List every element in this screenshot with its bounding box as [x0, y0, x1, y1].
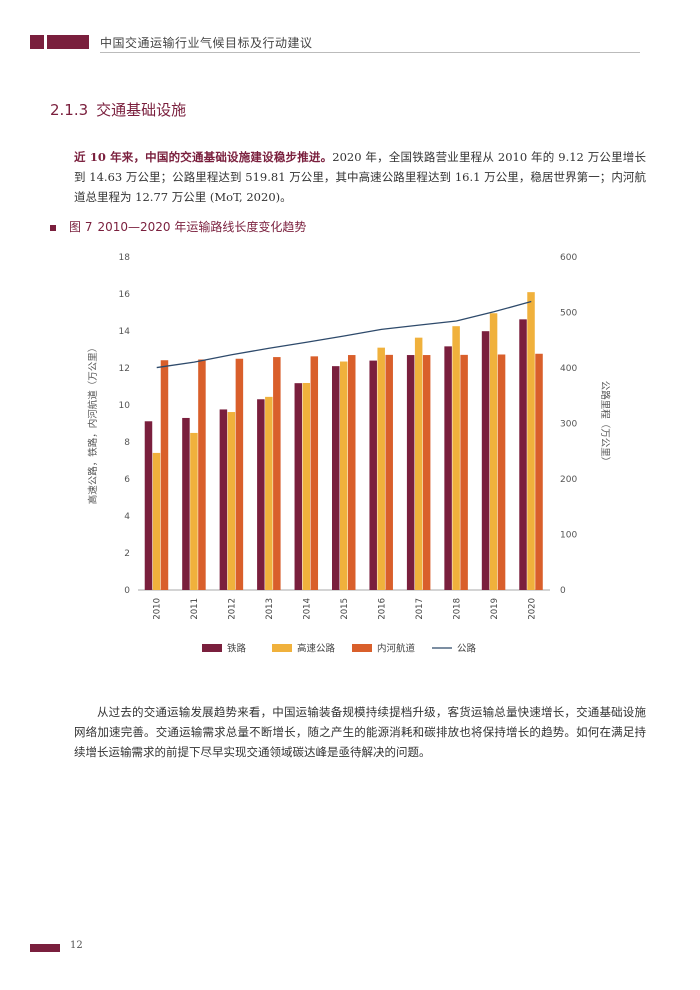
bar-高速公路-2018: [452, 326, 460, 590]
x-tick-label: 2011: [190, 598, 200, 620]
section-heading: 2.1.3 交通基础设施: [50, 99, 186, 120]
y-tick-label: 16: [119, 290, 131, 300]
y2-tick-label: 100: [560, 531, 577, 541]
bar-铁路-2020: [519, 319, 527, 590]
bar-铁路-2018: [444, 346, 452, 590]
y2-tick-label: 0: [560, 586, 566, 596]
bar-内河航道-2016: [385, 354, 393, 590]
y2-tick-label: 200: [560, 475, 577, 485]
y-tick-label: 10: [119, 401, 131, 411]
footer-accent-bar: [30, 944, 60, 952]
figure-label: 图 7: [69, 220, 93, 234]
y-axis-title: 高速公路，铁路，内河航道（万公里）: [87, 343, 99, 505]
bar-内河航道-2018: [460, 354, 468, 590]
line-公路: [156, 300, 532, 369]
legend-swatch-高速公路: [272, 644, 292, 652]
bar-内河航道-2012: [235, 358, 244, 590]
legend-swatch-铁路: [202, 644, 222, 652]
bar-铁路-2013: [257, 399, 265, 590]
header-rule: [100, 52, 640, 53]
x-tick-label: 2020: [527, 598, 537, 620]
figure-title: 2010—2020 年运输路线长度变化趋势: [97, 220, 307, 234]
x-tick-label: 2012: [228, 598, 238, 620]
transport-length-chart: 0 2 4 6 8 10 12 14 16 18 0 100 200 300 400 500 600 高速公路，铁…: [87, 253, 611, 655]
bar-铁路-2019: [481, 331, 490, 590]
section-title: 交通基础设施: [96, 101, 187, 119]
y2-tick-label: 400: [560, 364, 577, 374]
bar-高速公路-2012: [227, 412, 236, 590]
header-accent-bar: [47, 35, 89, 49]
x-tick-label: 2014: [303, 598, 313, 620]
intro-body: 2020 年，全国铁路营业里程从 2010 年的 9.12 万公里增长到 14.…: [74, 149, 646, 204]
legend-label-公路: 公路: [457, 643, 477, 655]
bar-内河航道-2017: [422, 355, 431, 590]
legend-label-高速公路: 高速公路: [297, 643, 336, 655]
x-tick-label: 2018: [452, 598, 462, 620]
intro-lead-sentence: 近 10 年来，中国的交通基础设施建设稳步推进。: [74, 149, 333, 164]
bar-高速公路-2016: [377, 347, 385, 590]
bar-高速公路-2013: [265, 396, 273, 590]
bar-铁路-2015: [332, 366, 340, 590]
x-tick-label: 2016: [377, 598, 387, 620]
y2-tick-label: 500: [560, 309, 577, 319]
bar-铁路-2016: [369, 360, 377, 590]
bar-高速公路-2017: [414, 337, 423, 590]
bar-高速公路-2019: [489, 313, 498, 590]
y2-axis-title: 公路里程（万公里）: [599, 381, 611, 467]
bar-内河航道-2013: [273, 357, 281, 590]
bar-内河航道-2014: [310, 356, 319, 590]
bar-高速公路-2020: [527, 292, 535, 590]
figure-caption: 图 7 2010—2020 年运输路线长度变化趋势: [50, 218, 306, 235]
x-tick-label: 2010: [153, 598, 163, 620]
y-tick-label: 2: [124, 549, 130, 559]
running-header-title: 中国交通运输行业气候目标及行动建议: [100, 36, 313, 50]
legend-label-铁路: 铁路: [227, 643, 247, 655]
header-accent-block: [30, 35, 44, 49]
bar-内河航道-2010: [160, 360, 169, 590]
y-tick-label: 14: [119, 327, 131, 337]
bar-铁路-2014: [294, 383, 303, 590]
page-number: 12: [70, 940, 83, 951]
y2-tick-label: 600: [560, 253, 577, 263]
x-tick-label: 2017: [415, 598, 425, 620]
bar-铁路-2010: [144, 421, 153, 590]
legend-label-内河航道: 内河航道: [377, 643, 416, 655]
bar-铁路-2017: [406, 355, 415, 590]
y-tick-label: 18: [119, 253, 131, 263]
bar-内河航道-2015: [348, 355, 356, 590]
intro-paragraph: 近 10 年来，中国的交通基础设施建设稳步推进。2020 年，全国铁路营业里程从…: [74, 147, 646, 207]
bar-内河航道-2019: [497, 354, 506, 590]
legend-swatch-内河航道: [352, 644, 372, 652]
trend-paragraph: 从过去的交通运输发展趋势来看，中国运输装备规模持续提档升级，客货运输总量快速增长…: [74, 704, 646, 759]
bar-高速公路-2015: [340, 361, 348, 590]
bar-铁路-2011: [182, 417, 190, 590]
bar-铁路-2012: [219, 409, 228, 590]
bar-内河航道-2011: [198, 359, 206, 590]
y-tick-label: 6: [124, 475, 130, 485]
x-tick-label: 2013: [265, 598, 275, 620]
x-tick-label: 2015: [340, 598, 350, 620]
y-tick-label: 8: [124, 438, 130, 448]
bar-高速公路-2011: [190, 432, 198, 590]
section-number: 2.1.3: [50, 101, 89, 119]
x-tick-label: 2019: [490, 598, 500, 620]
bar-高速公路-2010: [152, 452, 161, 590]
y-tick-label: 12: [119, 364, 130, 374]
y-tick-label: 4: [124, 512, 130, 522]
y-tick-label: 0: [124, 586, 130, 596]
y2-tick-label: 300: [560, 420, 577, 430]
bar-内河航道-2020: [535, 353, 543, 590]
bar-高速公路-2014: [302, 382, 311, 590]
caption-square-icon: [50, 224, 56, 231]
